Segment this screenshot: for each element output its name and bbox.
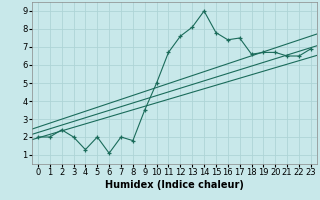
- X-axis label: Humidex (Indice chaleur): Humidex (Indice chaleur): [105, 180, 244, 190]
